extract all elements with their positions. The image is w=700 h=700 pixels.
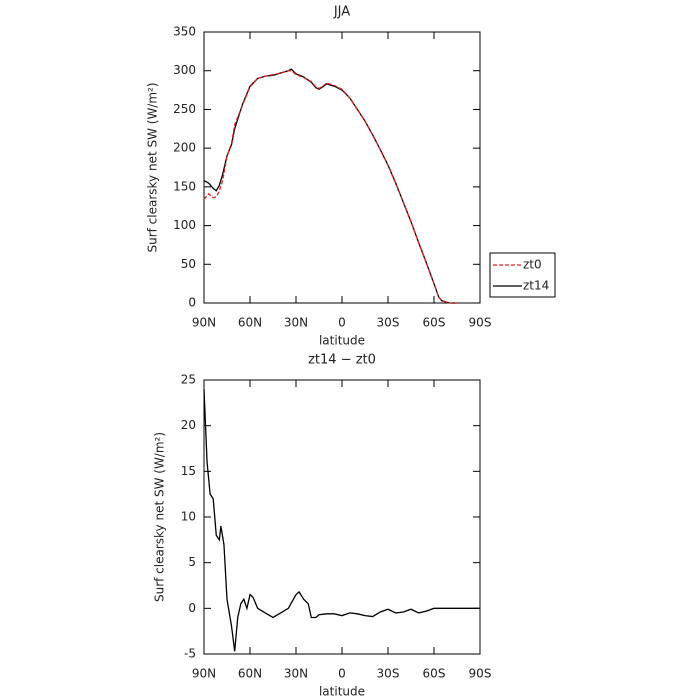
x-tick-label: 90S bbox=[469, 667, 492, 681]
y-tick-label: 200 bbox=[173, 141, 196, 155]
legend-label: zt0 bbox=[523, 258, 542, 272]
y-tick-label: 0 bbox=[188, 601, 196, 615]
y-tick-label: 250 bbox=[173, 102, 196, 116]
legend-box bbox=[489, 252, 556, 298]
y-axis-label: Surf clearsky net SW (W/m²) bbox=[153, 432, 167, 602]
chart-title: zt14 − zt0 bbox=[308, 353, 376, 368]
x-tick-label: 0 bbox=[338, 667, 346, 681]
y-tick-label: 20 bbox=[181, 418, 196, 432]
series-line bbox=[203, 389, 480, 652]
plot-frame bbox=[203, 379, 481, 655]
series-line bbox=[203, 70, 457, 304]
y-tick-label: 300 bbox=[173, 63, 196, 77]
x-axis-label: latitude bbox=[319, 685, 365, 699]
y-tick-label: 150 bbox=[173, 179, 196, 193]
x-tick-label: 60S bbox=[423, 667, 446, 681]
y-tick-label: 350 bbox=[173, 25, 196, 39]
x-tick-label: 60N bbox=[238, 316, 262, 330]
x-tick-label: 90N bbox=[192, 667, 216, 681]
x-tick-label: 30N bbox=[284, 316, 308, 330]
x-tick-label: 60N bbox=[238, 667, 262, 681]
x-tick-label: 30S bbox=[377, 667, 400, 681]
plot-frame bbox=[203, 31, 481, 304]
y-tick-label: 25 bbox=[181, 373, 196, 387]
y-tick-label: 100 bbox=[173, 218, 196, 232]
y-axis-label: Surf clearsky net SW (W/m²) bbox=[146, 82, 160, 252]
y-tick-label: -5 bbox=[184, 647, 196, 661]
y-tick-label: 0 bbox=[188, 296, 196, 310]
x-tick-label: 60S bbox=[423, 316, 446, 330]
chart-title: JJA bbox=[333, 5, 350, 20]
x-tick-label: 90S bbox=[469, 316, 492, 330]
legend-label: zt14 bbox=[523, 279, 549, 293]
series-line bbox=[203, 68, 457, 304]
y-tick-label: 15 bbox=[181, 464, 196, 478]
x-tick-label: 90N bbox=[192, 316, 216, 330]
x-tick-label: 30S bbox=[377, 316, 400, 330]
x-tick-label: 30N bbox=[284, 667, 308, 681]
y-tick-label: 5 bbox=[188, 555, 196, 569]
x-tick-label: 0 bbox=[338, 316, 346, 330]
x-axis-label: latitude bbox=[319, 334, 365, 348]
y-tick-label: 50 bbox=[181, 257, 196, 271]
y-tick-label: 10 bbox=[181, 510, 196, 524]
